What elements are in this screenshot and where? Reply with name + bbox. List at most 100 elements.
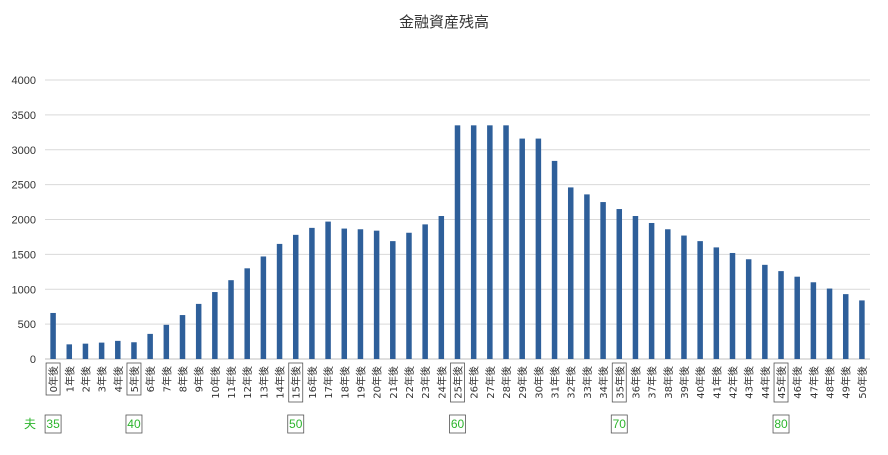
bar	[535, 138, 542, 359]
bar	[228, 280, 234, 359]
bar	[842, 294, 849, 359]
x-tick-label: 49年後	[840, 366, 853, 399]
x-tick-label: 26年後	[468, 366, 481, 399]
x-tick-label: 4年後	[112, 366, 125, 392]
x-tick: 21年後	[387, 366, 400, 399]
x-tick-label: 32年後	[565, 366, 578, 399]
x-tick-label: 42年後	[727, 366, 740, 399]
x-tick: 13年後	[257, 366, 270, 399]
x-tick-label: 16年後	[306, 366, 319, 399]
bar	[454, 125, 461, 360]
bars	[50, 125, 865, 360]
x-tick: 35年後	[613, 366, 626, 399]
x-tick-label: 21年後	[387, 366, 400, 399]
x-tick: 23年後	[419, 366, 432, 399]
x-tick: 15年後	[290, 366, 303, 399]
x-tick-label: 17年後	[322, 366, 335, 399]
age-marker-box	[449, 414, 466, 434]
age-marker-box	[125, 414, 143, 434]
bar	[600, 202, 606, 359]
bar	[163, 324, 170, 359]
x-tick: 1年後	[63, 366, 76, 392]
bar	[681, 235, 687, 359]
bar	[794, 276, 800, 359]
x-tick: 38年後	[662, 366, 675, 399]
x-tick: 27年後	[484, 366, 497, 399]
bar	[713, 247, 720, 359]
bar	[82, 343, 89, 359]
y-tick-label: 0	[30, 354, 36, 366]
x-tick-label: 38年後	[662, 366, 675, 399]
x-tick: 31年後	[549, 366, 562, 399]
x-tick-label: 7年後	[160, 366, 173, 392]
x-tick-label: 25年後	[452, 366, 465, 399]
bar	[373, 230, 380, 359]
age-marker-label: 70	[613, 417, 627, 431]
bar	[66, 344, 73, 359]
x-tick-label: 0年後	[47, 366, 60, 392]
bar	[810, 282, 817, 359]
bar	[616, 209, 623, 359]
x-tick: 6年後	[144, 366, 157, 392]
x-tick: 47年後	[807, 366, 820, 399]
bar	[50, 312, 56, 359]
x-tick-label: 5年後	[128, 366, 141, 392]
x-tick: 30年後	[532, 366, 545, 399]
x-tick-label: 29年後	[516, 366, 529, 399]
age-marker-box	[610, 414, 628, 434]
x-tick: 42年後	[727, 366, 740, 399]
x-tick-label: 20年後	[371, 366, 384, 399]
x-tick-label: 28年後	[500, 366, 513, 399]
x-tick-highlight-box	[773, 362, 789, 403]
age-marker-label: 50	[289, 417, 303, 431]
bar	[406, 232, 412, 359]
x-tick: 4年後	[112, 366, 125, 392]
x-tick: 40年後	[694, 366, 707, 399]
x-tick-label: 3年後	[96, 366, 109, 392]
x-tick: 43年後	[743, 366, 756, 399]
bar	[519, 138, 525, 359]
y-axis-ticks: 0 500 1000 1500 2000 2500 3000 3500 4000	[12, 75, 36, 366]
bar	[697, 241, 703, 359]
x-tick-label: 39年後	[678, 366, 691, 399]
x-tick-label: 6年後	[144, 366, 157, 392]
x-tick-label: 15年後	[290, 366, 303, 399]
bar	[195, 303, 202, 359]
bar	[665, 229, 671, 359]
bar	[179, 315, 186, 359]
bar	[276, 243, 283, 359]
bar	[357, 229, 364, 359]
x-axis-ticks: 0年後 1年後 2年後 3年後 4年後 5年後 6年後 7年後 8年後 9年後 10年後 11年後 12…	[45, 362, 869, 403]
bar	[131, 342, 137, 359]
x-tick: 5年後	[128, 366, 141, 392]
x-tick-label: 47年後	[807, 366, 820, 399]
x-tick: 37年後	[646, 366, 659, 399]
chart-title: 金融資産残高	[399, 13, 489, 31]
bar	[115, 340, 121, 359]
x-tick: 0年後	[47, 366, 60, 392]
bar	[487, 125, 493, 360]
bar	[341, 228, 348, 359]
x-tick-highlight-box	[126, 362, 142, 396]
x-tick: 8年後	[177, 366, 190, 392]
bar	[470, 125, 477, 360]
bar	[147, 333, 153, 359]
bar	[762, 264, 768, 359]
x-tick-label: 9年後	[193, 366, 206, 392]
x-tick-label: 22年後	[403, 366, 416, 399]
x-tick-label: 44年後	[759, 366, 772, 399]
age-marker-label: 80	[774, 417, 788, 431]
bar	[98, 342, 105, 359]
bar	[260, 256, 267, 359]
x-tick: 14年後	[274, 366, 287, 399]
x-tick-label: 48年後	[824, 366, 837, 399]
x-tick: 7年後	[160, 366, 173, 392]
bar	[503, 125, 509, 360]
x-tick-label: 13年後	[257, 366, 270, 399]
y-tick-label: 2500	[12, 180, 36, 192]
bar	[390, 241, 396, 359]
x-tick: 10年後	[209, 366, 222, 399]
bar	[422, 224, 428, 359]
x-tick: 33年後	[581, 366, 594, 399]
age-marker-box	[44, 414, 62, 434]
